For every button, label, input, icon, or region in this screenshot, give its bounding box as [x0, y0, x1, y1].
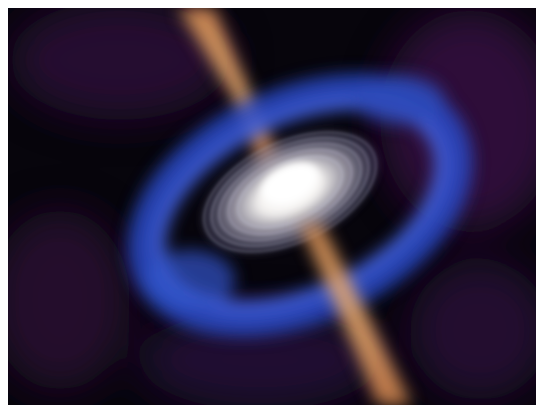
core-glow [261, 162, 319, 204]
jet-lower [300, 225, 412, 405]
